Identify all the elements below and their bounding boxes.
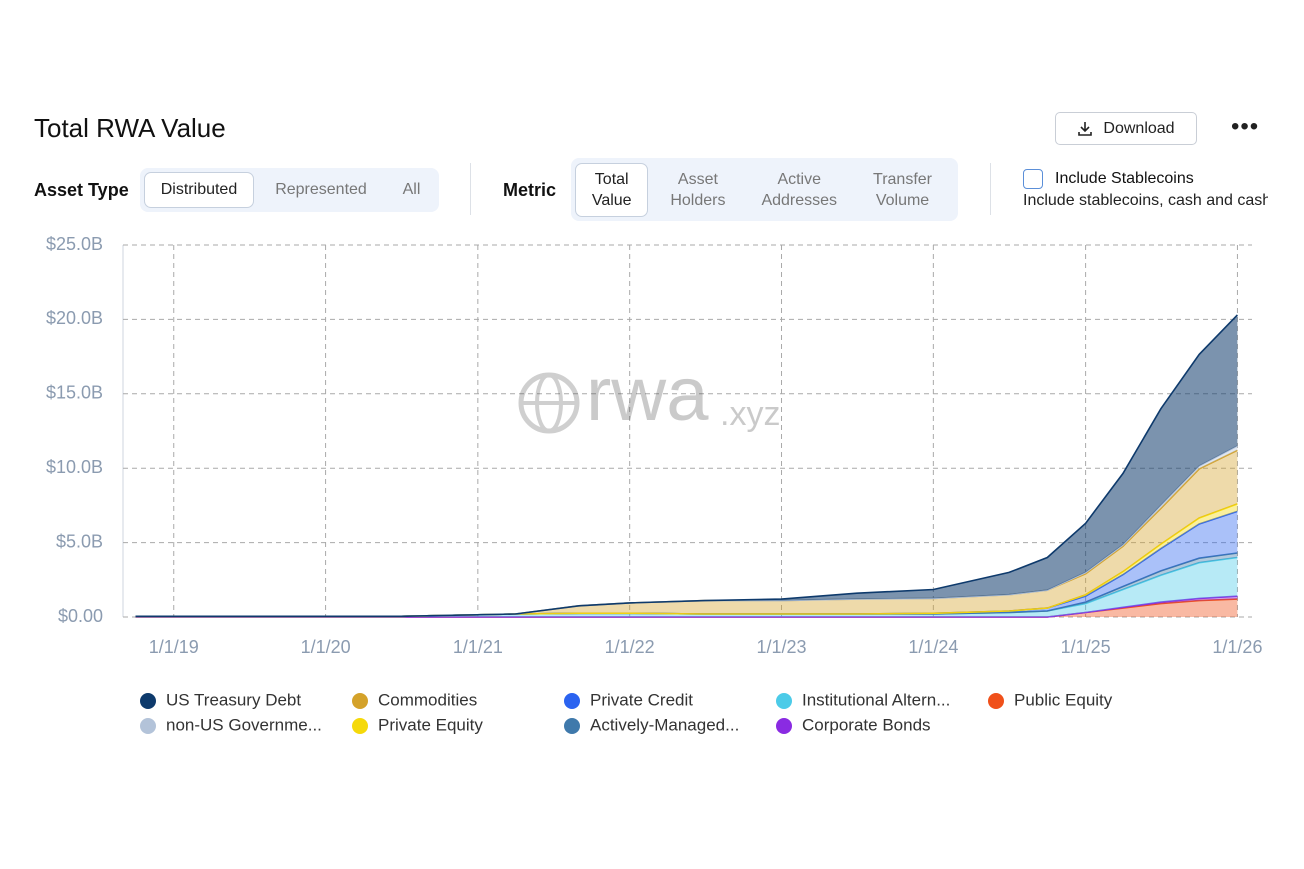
toggle-option[interactable]: Total Value — [575, 162, 649, 217]
separator — [470, 163, 471, 215]
legend-swatch — [776, 718, 792, 734]
watermark-text: rwa — [586, 352, 709, 437]
y-tick-label: $5.0B — [56, 531, 103, 551]
x-tick-label: 1/1/26 — [1212, 637, 1262, 657]
area-line — [135, 314, 1238, 618]
x-tick-label: 1/1/19 — [149, 637, 199, 657]
title: Total RWA Value — [34, 113, 226, 143]
legend-label: Commodities — [378, 690, 477, 709]
legend-item[interactable]: Commodities — [352, 690, 477, 709]
toggle-option[interactable]: Asset Holders — [670, 170, 726, 209]
toggle-option[interactable]: Distributed — [144, 172, 254, 208]
legend-label: Private Equity — [378, 715, 483, 734]
legend-label: Institutional Altern... — [802, 690, 950, 709]
legend-item[interactable]: Actively-Managed... — [564, 715, 739, 734]
stablecoin-label[interactable]: Include Stablecoins — [1055, 170, 1194, 187]
y-tick-label: $20.0B — [46, 308, 103, 328]
x-tick-label: 1/1/23 — [756, 637, 806, 657]
legend-label: Corporate Bonds — [802, 715, 931, 734]
legend-swatch — [140, 718, 156, 734]
x-tick-label: 1/1/24 — [908, 637, 958, 657]
asset-type-label: Asset Type — [34, 180, 129, 200]
legend-swatch — [352, 718, 368, 734]
legend-label: US Treasury Debt — [166, 690, 301, 709]
metric-toggle: Total Value Asset Holders Active Addresses… — [571, 158, 958, 221]
legend-swatch — [352, 693, 368, 709]
y-tick-label: $25.0B — [46, 234, 103, 254]
x-tick-label: 1/1/20 — [301, 637, 351, 657]
y-tick-label: $15.0B — [46, 383, 103, 403]
legend-swatch — [140, 693, 156, 709]
area — [135, 450, 1238, 617]
legend-item[interactable]: Institutional Altern... — [776, 690, 950, 709]
toggle-option[interactable]: Represented — [275, 181, 367, 198]
area — [135, 599, 1238, 617]
legend-label: Actively-Managed... — [590, 715, 739, 734]
toggle-option[interactable]: All — [402, 181, 421, 198]
legend-swatch — [988, 693, 1004, 709]
watermark-globe — [518, 372, 580, 434]
download-icon — [1078, 121, 1093, 136]
legend-swatch — [564, 718, 580, 734]
legend-item[interactable]: Private Equity — [352, 715, 483, 734]
more-button[interactable]: ••• — [1231, 113, 1260, 140]
legend-swatch — [776, 693, 792, 709]
legend-label: Public Equity — [1014, 690, 1113, 709]
asset-type-toggle: Distributed Represented All — [140, 168, 439, 212]
stablecoin-description: Include stablecoins, cash and cash — [1023, 192, 1268, 209]
legend-swatch — [564, 693, 580, 709]
download-label: Download — [1103, 119, 1175, 137]
toggle-option[interactable]: Transfer Volume — [873, 170, 932, 209]
stablecoin-checkbox[interactable] — [1023, 169, 1043, 189]
legend-label: non-US Governme... — [166, 715, 322, 734]
legend-item[interactable]: Public Equity — [988, 690, 1113, 709]
toggle-option[interactable]: Active Addresses — [761, 170, 838, 209]
download-button[interactable]: Download — [1055, 112, 1197, 145]
legend-item[interactable]: Private Credit — [564, 690, 693, 709]
legend-label: Private Credit — [590, 690, 693, 709]
watermark: rwa .xyz — [518, 352, 780, 437]
x-tick-label: 1/1/25 — [1061, 637, 1111, 657]
chart: $0.00 $5.0B $10.0B $15.0B $20.0B $25.0B 1/1/19… — [46, 234, 1263, 735]
x-tick-label: 1/1/22 — [605, 637, 655, 657]
x-tick-label: 1/1/21 — [453, 637, 503, 657]
metric-label: Metric — [503, 180, 557, 200]
watermark-globe — [535, 373, 563, 433]
legend-item[interactable]: Corporate Bonds — [776, 715, 931, 734]
legend-item[interactable]: non-US Governme... — [140, 715, 322, 734]
y-tick-label: $0.00 — [58, 606, 103, 626]
separator — [990, 163, 991, 215]
legend-item[interactable]: US Treasury Debt — [140, 690, 301, 709]
watermark-text: .xyz — [720, 395, 780, 433]
y-tick-label: $10.0B — [46, 457, 103, 477]
area-line — [135, 595, 1238, 618]
